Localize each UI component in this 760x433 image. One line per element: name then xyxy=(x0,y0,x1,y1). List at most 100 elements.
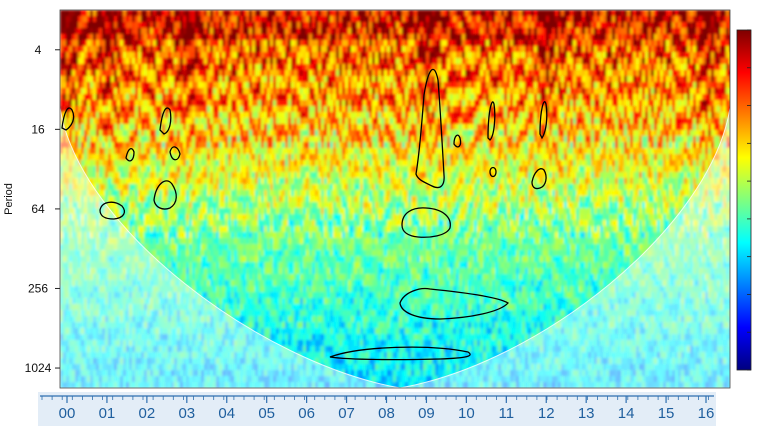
heatmap-cell xyxy=(570,28,574,35)
heatmap-cell xyxy=(639,10,643,17)
heatmap-cell xyxy=(108,76,112,83)
heatmap-cell xyxy=(543,70,547,77)
heatmap-cell xyxy=(672,16,676,23)
heatmap-cell xyxy=(177,58,181,65)
heatmap-cell xyxy=(246,76,250,83)
heatmap-cell xyxy=(720,58,724,65)
heatmap-cell xyxy=(579,10,583,17)
heatmap-cell xyxy=(189,28,193,35)
heatmap-cell xyxy=(678,64,682,71)
heatmap-cell xyxy=(459,64,463,71)
heatmap-cell xyxy=(384,46,388,53)
heatmap-cell xyxy=(303,16,307,23)
heatmap-cell xyxy=(162,52,166,59)
heatmap-cell xyxy=(711,64,715,71)
heatmap-cell xyxy=(315,28,319,35)
heatmap-cell xyxy=(501,64,505,71)
heatmap-cell xyxy=(444,58,448,65)
heatmap-cell xyxy=(576,10,580,17)
heatmap-cell xyxy=(75,40,79,47)
heatmap-cell xyxy=(699,40,703,47)
heatmap-cell xyxy=(219,64,223,71)
heatmap-cell xyxy=(441,22,445,29)
heatmap-cell xyxy=(330,64,334,71)
heatmap-cell xyxy=(417,22,421,29)
heatmap-cell xyxy=(60,16,64,23)
heatmap-cell xyxy=(126,52,130,59)
heatmap-cell xyxy=(495,64,499,71)
heatmap-cell xyxy=(438,16,442,23)
heatmap-cell xyxy=(324,40,328,47)
heatmap-cell xyxy=(288,16,292,23)
heatmap-cell xyxy=(438,46,442,53)
heatmap-cell xyxy=(348,70,352,77)
heatmap-cell xyxy=(561,76,565,83)
heatmap-cell xyxy=(285,28,289,35)
heatmap-cell xyxy=(495,16,499,23)
heatmap-cell xyxy=(429,34,433,41)
heatmap-cell xyxy=(591,10,595,17)
heatmap-cell xyxy=(441,34,445,41)
heatmap-cell xyxy=(420,34,424,41)
heatmap-cell xyxy=(351,64,355,71)
heatmap-cell xyxy=(519,34,523,41)
heatmap-cell xyxy=(111,40,115,47)
heatmap-cell xyxy=(192,22,196,29)
heatmap-cell xyxy=(606,70,610,77)
heatmap-cell xyxy=(537,16,541,23)
heatmap-cell xyxy=(312,28,316,35)
heatmap-cell xyxy=(540,16,544,23)
heatmap-cell xyxy=(654,46,658,53)
heatmap-cell xyxy=(438,58,442,65)
heatmap-cell xyxy=(546,22,550,29)
heatmap-cell xyxy=(126,10,130,17)
heatmap-cell xyxy=(477,64,481,71)
heatmap-cell xyxy=(345,76,349,83)
heatmap-cell xyxy=(294,22,298,29)
heatmap-cell xyxy=(690,40,694,47)
heatmap-cell xyxy=(570,58,574,65)
heatmap-cell xyxy=(405,34,409,41)
heatmap-cell xyxy=(117,58,121,65)
heatmap-cell xyxy=(471,70,475,77)
heatmap-cell xyxy=(330,22,334,29)
heatmap-cell xyxy=(675,40,679,47)
heatmap-cell xyxy=(528,46,532,53)
heatmap-cell xyxy=(90,16,94,23)
heatmap-cell xyxy=(267,64,271,71)
heatmap-cell xyxy=(528,52,532,59)
heatmap-cell xyxy=(375,70,379,77)
heatmap-cell xyxy=(279,76,283,83)
heatmap-cell xyxy=(402,40,406,47)
heatmap-cell xyxy=(594,70,598,77)
heatmap-cell xyxy=(729,88,730,95)
heatmap-cell xyxy=(255,34,259,41)
heatmap-cell xyxy=(327,40,331,47)
heatmap-cell xyxy=(705,22,709,29)
heatmap-cell xyxy=(297,28,301,35)
heatmap-cell xyxy=(417,16,421,23)
heatmap-cell xyxy=(300,64,304,71)
heatmap-cell xyxy=(234,46,238,53)
heatmap-cell xyxy=(156,58,160,65)
heatmap-cell xyxy=(84,16,88,23)
heatmap-cell xyxy=(99,52,103,59)
heatmap-cell xyxy=(672,58,676,65)
heatmap-cell xyxy=(60,52,64,59)
heatmap-cell xyxy=(120,28,124,35)
heatmap-cell xyxy=(444,46,448,53)
heatmap-cell xyxy=(228,76,232,83)
heatmap-cell xyxy=(309,52,313,59)
heatmap-cell xyxy=(339,70,343,77)
heatmap-cell xyxy=(198,10,202,17)
heatmap-cell xyxy=(303,76,307,83)
heatmap-cell xyxy=(198,34,202,41)
heatmap-cell xyxy=(651,22,655,29)
heatmap-cell xyxy=(243,70,247,77)
heatmap-cell xyxy=(684,40,688,47)
heatmap-cell xyxy=(138,46,142,53)
heatmap-cell xyxy=(621,46,625,53)
heatmap-cell xyxy=(297,76,301,83)
heatmap-cell xyxy=(567,52,571,59)
heatmap-cell xyxy=(705,76,709,83)
